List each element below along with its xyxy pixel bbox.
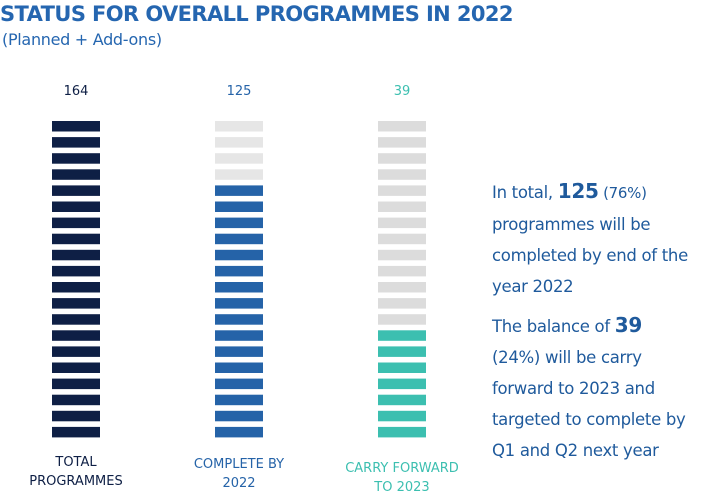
summary-carry-intro: The balance of <box>492 317 615 336</box>
filled-segment-complete-by-2022 <box>215 282 263 293</box>
empty-segment-carry-forward-2023 <box>378 298 426 309</box>
filled-segment-total-programmes <box>52 378 100 390</box>
filled-segment-total-programmes <box>52 233 100 245</box>
empty-segment-carry-forward-2023 <box>378 169 426 180</box>
filled-segment-carry-forward-2023 <box>378 410 426 422</box>
empty-segment-carry-forward-2023 <box>378 201 426 212</box>
summary-carry-forward: The balance of 39 (24%) will be carry for… <box>492 310 701 466</box>
empty-segment-carry-forward-2023 <box>378 121 426 132</box>
empty-segment-carry-forward-2023 <box>378 265 426 277</box>
filled-segment-total-programmes <box>52 121 100 132</box>
category-label-carry-forward-2023: CARRY FORWARD TO 2023 <box>345 461 459 495</box>
empty-segment-carry-forward-2023 <box>378 282 426 293</box>
filled-segment-complete-by-2022 <box>215 378 263 390</box>
value-label-total-programmes: 164 <box>64 84 89 99</box>
category-label-total-programmes: TOTAL PROGRAMMES <box>29 455 122 489</box>
filled-segment-carry-forward-2023 <box>378 330 426 341</box>
empty-segment-complete-by-2022 <box>215 169 263 180</box>
filled-segment-total-programmes <box>52 185 100 196</box>
filled-segment-total-programmes <box>52 394 100 406</box>
filled-segment-complete-by-2022 <box>215 426 263 438</box>
empty-segment-carry-forward-2023 <box>378 233 426 245</box>
filled-segment-complete-by-2022 <box>215 314 263 325</box>
filled-segment-total-programmes <box>52 153 100 164</box>
chart-subtitle: (Planned + Add-ons) <box>2 30 162 49</box>
empty-segment-complete-by-2022 <box>215 137 263 148</box>
column-total-programmes: 164 TOTAL PROGRAMMES <box>29 84 122 489</box>
filled-segment-total-programmes <box>52 362 100 373</box>
summary-completed-percent: (76%) <box>598 184 647 202</box>
empty-segment-carry-forward-2023 <box>378 314 426 325</box>
empty-segment-complete-by-2022 <box>215 121 263 132</box>
summary-completed-value: 125 <box>557 179 599 203</box>
filled-segment-complete-by-2022 <box>215 362 263 373</box>
filled-segment-total-programmes <box>52 265 100 277</box>
summary-carry-rest: will be carry forward to 2023 and target… <box>492 348 686 460</box>
filled-segment-complete-by-2022 <box>215 217 263 229</box>
filled-segment-complete-by-2022 <box>215 346 263 357</box>
empty-segment-carry-forward-2023 <box>378 153 426 164</box>
filled-segment-carry-forward-2023 <box>378 346 426 357</box>
filled-segment-total-programmes <box>52 426 100 438</box>
filled-segment-complete-by-2022 <box>215 410 263 422</box>
filled-segment-complete-by-2022 <box>215 233 263 245</box>
filled-segment-total-programmes <box>52 298 100 309</box>
filled-segment-total-programmes <box>52 249 100 261</box>
filled-segment-carry-forward-2023 <box>378 362 426 373</box>
filled-segment-total-programmes <box>52 330 100 341</box>
filled-segment-complete-by-2022 <box>215 249 263 261</box>
empty-segment-complete-by-2022 <box>215 153 263 164</box>
value-label-complete-by-2022: 125 <box>227 84 252 99</box>
column-complete-by-2022: 125 COMPLETE BY 2022 <box>194 84 284 491</box>
empty-segment-carry-forward-2023 <box>378 249 426 261</box>
filled-segment-total-programmes <box>52 201 100 212</box>
column-carry-forward-2023: 39 CARRY FORWARD TO 2023 <box>345 84 459 495</box>
value-label-carry-forward-2023: 39 <box>394 84 411 99</box>
filled-segment-total-programmes <box>52 282 100 293</box>
empty-segment-carry-forward-2023 <box>378 185 426 196</box>
filled-segment-total-programmes <box>52 137 100 148</box>
filled-segment-complete-by-2022 <box>215 394 263 406</box>
category-label-complete-by-2022: COMPLETE BY 2022 <box>194 457 284 491</box>
summary-carry-value: 39 <box>614 313 643 337</box>
filled-segment-complete-by-2022 <box>215 265 263 277</box>
summary-completed: In total, 125 (76%) programmes will be c… <box>492 176 701 302</box>
filled-segment-total-programmes <box>52 169 100 180</box>
filled-segment-carry-forward-2023 <box>378 394 426 406</box>
empty-segment-carry-forward-2023 <box>378 137 426 148</box>
filled-segment-complete-by-2022 <box>215 298 263 309</box>
filled-segment-complete-by-2022 <box>215 185 263 196</box>
summary-carry-percent: (24%) <box>492 348 541 367</box>
summary-completed-rest: programmes will be completed by end of t… <box>492 215 688 296</box>
filled-segment-carry-forward-2023 <box>378 378 426 390</box>
filled-segment-total-programmes <box>52 314 100 325</box>
filled-segment-total-programmes <box>52 217 100 229</box>
filled-segment-total-programmes <box>52 410 100 422</box>
filled-segment-total-programmes <box>52 346 100 357</box>
filled-segment-complete-by-2022 <box>215 201 263 212</box>
chart-title: STATUS FOR OVERALL PROGRAMMES IN 2022 <box>0 2 514 26</box>
filled-segment-complete-by-2022 <box>215 330 263 341</box>
filled-segment-carry-forward-2023 <box>378 426 426 438</box>
summary-completed-intro: In total, <box>492 183 558 202</box>
empty-segment-carry-forward-2023 <box>378 217 426 229</box>
